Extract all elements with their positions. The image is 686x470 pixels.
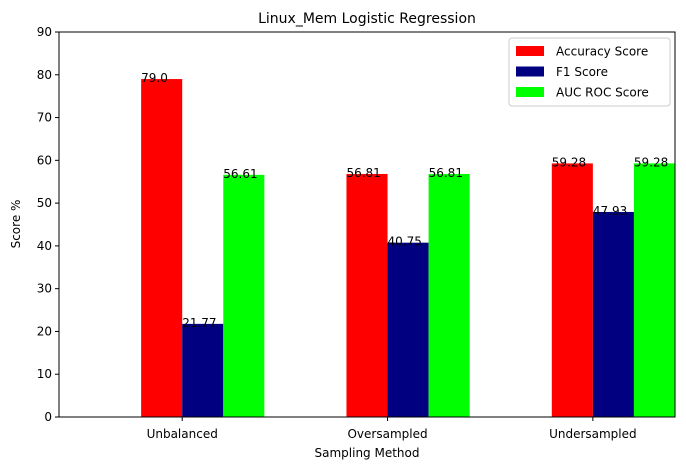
bars-group (141, 79, 675, 418)
y-tick-label: 50 (37, 196, 52, 210)
y-tick-label: 90 (37, 25, 52, 39)
value-label: 79.0 (141, 71, 168, 85)
x-axis: Unbalanced Oversampled Undersampled (147, 417, 637, 441)
legend-swatch (516, 46, 544, 56)
value-label: 21.77 (182, 316, 216, 330)
y-tick-label: 80 (37, 68, 52, 82)
y-tick-label: 40 (37, 239, 52, 253)
value-label: 56.81 (346, 166, 380, 180)
y-tick-label: 30 (37, 282, 52, 296)
legend-label: F1 Score (556, 65, 608, 79)
x-axis-label: Sampling Method (315, 446, 420, 460)
bar (346, 173, 388, 417)
legend: Accuracy Score F1 Score AUC ROC Score (508, 37, 671, 107)
value-label: 59.28 (634, 155, 668, 169)
value-label: 56.81 (429, 166, 463, 180)
bar (428, 173, 470, 417)
legend-box (508, 37, 671, 107)
legend-label: AUC ROC Score (556, 86, 649, 100)
legend-swatch (516, 87, 544, 97)
value-label: 56.61 (223, 167, 257, 181)
y-tick-label: 0 (44, 410, 52, 424)
y-tick-label: 10 (37, 367, 52, 381)
bar (223, 174, 265, 417)
y-tick-label: 20 (37, 324, 52, 338)
plot-frame (58, 31, 676, 418)
bar (141, 79, 183, 418)
value-label: 40.75 (388, 235, 422, 249)
y-tick-label: 70 (37, 111, 52, 125)
y-axis: 0 10 20 30 40 50 60 70 80 90 (37, 25, 59, 424)
bar (633, 163, 675, 417)
chart-title: Linux_Mem Logistic Regression (258, 11, 476, 27)
y-axis-label: Score % (9, 200, 23, 249)
x-tick-label: Unbalanced (147, 427, 218, 441)
value-labels-group: 79.0 56.81 59.28 21.77 40.75 47.93 56.61 56.81 5… (141, 71, 668, 330)
bar (551, 163, 593, 417)
bar (387, 242, 429, 417)
bar (592, 211, 634, 417)
x-tick-label: Oversampled (347, 427, 427, 441)
legend-label: Accuracy Score (556, 45, 648, 59)
x-tick-label: Undersampled (549, 427, 637, 441)
y-tick-label: 60 (37, 153, 52, 167)
value-label: 59.28 (552, 155, 586, 169)
legend-swatch (516, 66, 544, 77)
bar (182, 323, 224, 417)
value-label: 47.93 (593, 204, 627, 218)
